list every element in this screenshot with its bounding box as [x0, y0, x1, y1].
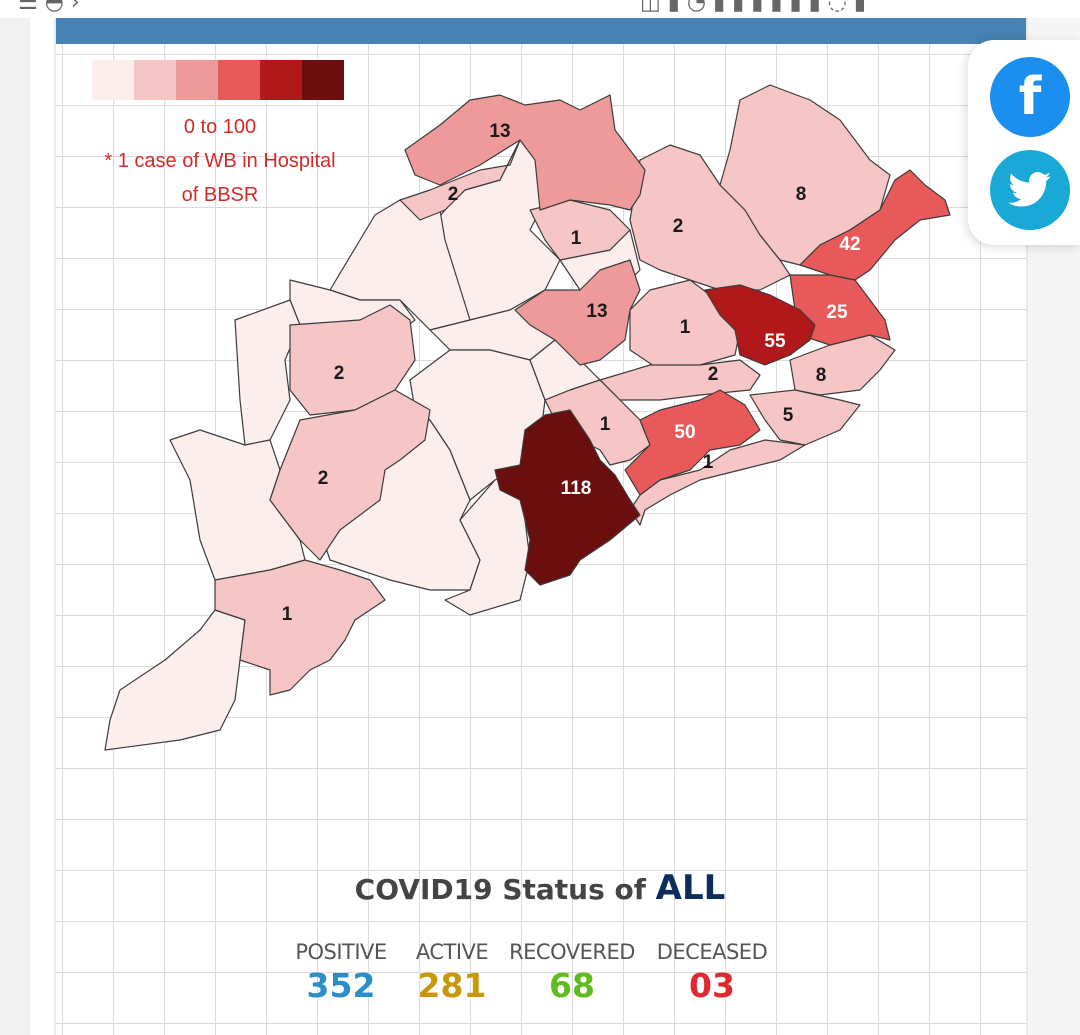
status-prefix: COVID19 Status of	[354, 873, 646, 906]
legend-swatch	[134, 60, 176, 100]
twitter-share-button[interactable]	[990, 150, 1070, 230]
stat-label: DECEASED	[656, 940, 768, 964]
status-heading: COVID19 Status of ALL	[0, 868, 1080, 908]
color-legend	[92, 60, 344, 100]
district-jajpur-core[interactable]	[704, 284, 816, 366]
district-cuttack-east[interactable]	[599, 359, 761, 401]
count-label: 8	[816, 365, 827, 386]
stat-value: 281	[417, 966, 487, 1005]
twitter-icon	[1008, 172, 1051, 207]
stat-recovered: RECOVERED 68	[502, 940, 642, 1005]
count-label: 50	[674, 422, 695, 443]
district-malkangiri[interactable]	[104, 609, 246, 751]
stat-value: 68	[549, 966, 595, 1005]
legend-swatch	[302, 60, 344, 100]
stats-row: POSITIVE 352 ACTIVE 281 RECOVERED 68 DEC…	[280, 940, 782, 1005]
stat-label: POSITIVE	[295, 940, 387, 964]
stat-label: RECOVERED	[509, 940, 635, 964]
count-label: 55	[764, 331, 786, 352]
count-label: 118	[561, 478, 592, 499]
count-label: 25	[826, 302, 848, 323]
district-jajpur[interactable]	[789, 334, 896, 396]
stat-label: ACTIVE	[415, 940, 489, 964]
district-koraput[interactable]	[214, 559, 386, 696]
status-bar: ☰ ◓ › ◫ ▮ ◔ ▮ ▮ ▮ ▮ ▮ ▮ ◌ ▮	[0, 0, 1080, 18]
legend-swatch	[176, 60, 218, 100]
district-puri[interactable]	[629, 439, 806, 526]
count-label: 1	[600, 414, 611, 435]
count-label: 2	[448, 184, 459, 205]
count-label: 13	[586, 301, 607, 322]
count-label: 1	[571, 228, 582, 249]
stat-value: 352	[306, 966, 376, 1005]
count-label: 2	[708, 364, 719, 385]
count-label: 8	[796, 184, 807, 205]
district-nuapada-west[interactable]	[234, 299, 301, 446]
count-label: 13	[489, 121, 510, 142]
stat-deceased: DECEASED 03	[642, 940, 782, 1005]
legend-range: 0 to 100	[183, 116, 257, 138]
count-label: 2	[334, 363, 345, 384]
stat-active: ACTIVE 281	[402, 940, 502, 1005]
card-header-bar	[56, 18, 1026, 44]
legend-note-line2: of BBSR	[181, 184, 259, 206]
legend-swatch	[92, 60, 134, 100]
count-label: 1	[703, 452, 714, 473]
district-kalahandi[interactable]	[269, 389, 431, 561]
count-label: 2	[318, 468, 329, 489]
district-balangir[interactable]	[289, 304, 416, 416]
legend-swatch	[218, 60, 260, 100]
district-balasore[interactable]	[799, 169, 951, 281]
page-gutter	[30, 18, 54, 1035]
status-icons-left: ☰ ◓ ›	[18, 0, 80, 15]
legend-note-line1: * 1 case of WB in Hospital	[104, 150, 336, 172]
count-label: 1	[680, 317, 691, 338]
facebook-share-button[interactable]: f	[990, 57, 1070, 137]
count-label: 5	[783, 405, 794, 426]
district-deogarh[interactable]	[529, 199, 631, 261]
facebook-icon: f	[1018, 67, 1042, 127]
stat-value: 03	[689, 966, 735, 1005]
legend-swatch	[260, 60, 302, 100]
district-ganjam[interactable]	[494, 409, 641, 586]
district-jharsuguda[interactable]	[399, 139, 521, 221]
district-kendrapara[interactable]	[749, 389, 861, 446]
stat-positive: POSITIVE 352	[280, 940, 402, 1005]
status-icons-right: ◫ ▮ ◔ ▮ ▮ ▮ ▮ ▮ ▮ ◌ ▮	[640, 0, 866, 15]
district-dhenkanal[interactable]	[514, 259, 641, 366]
status-region: ALL	[655, 868, 726, 908]
count-label: 2	[673, 216, 684, 237]
count-label: 1	[282, 604, 293, 625]
count-label: 42	[839, 234, 860, 255]
page-margin-left	[0, 18, 30, 1035]
district-sundargarh-north[interactable]	[404, 94, 646, 211]
district-cuttack[interactable]	[624, 389, 761, 496]
